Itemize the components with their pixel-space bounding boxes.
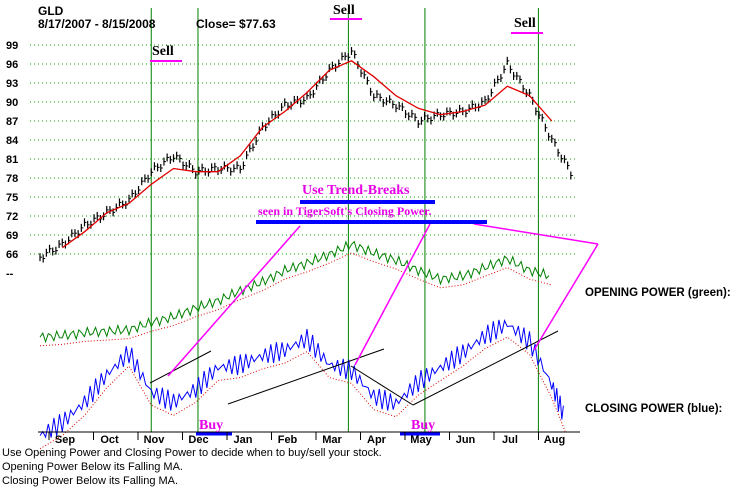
x-tick-label: Jan	[234, 434, 253, 446]
annotation-pointer-line	[533, 243, 599, 351]
y-tick-label: 81	[6, 154, 18, 166]
trend-note-line2: seen in TigerSoft's Closing Power.	[258, 204, 432, 218]
x-tick-label: Jun	[456, 434, 476, 446]
x-tick-label: Apr	[367, 434, 387, 446]
x-tick-label: Oct	[100, 434, 119, 446]
y-tick-label: 93	[6, 78, 18, 90]
y-tick-label: 84	[6, 135, 19, 147]
date-range-label: 8/17/2007 - 8/15/2008	[38, 17, 156, 31]
ticker-label: GLD	[38, 4, 64, 18]
buy-signal-dec: Buy	[199, 418, 224, 433]
sell-signal-nov: Sell	[152, 44, 174, 59]
closing-power-label: CLOSING POWER (blue):	[585, 403, 723, 415]
closing-power-area	[39, 319, 566, 450]
caption-line-3: Closing Power Below its Falling MA.	[2, 475, 179, 487]
caption-line-1: Use Opening Power and Closing Power to d…	[2, 447, 382, 459]
sell-signal-mar: Sell	[333, 3, 355, 18]
trend-note-line1: Use Trend-Breaks	[302, 183, 410, 198]
opening-power-area	[39, 240, 552, 347]
y-tick-label: 96	[6, 59, 18, 71]
y-tick-label: 78	[6, 173, 18, 185]
buy-signal-may: Buy	[411, 418, 436, 433]
caption-line-2: Opening Power Below its Falling MA.	[2, 461, 183, 473]
closing-power-line	[39, 319, 564, 439]
cp-trend-line	[149, 350, 212, 384]
y-tick-label: 99	[6, 40, 18, 52]
x-tick-label: Sep	[55, 434, 75, 446]
annotation-pointer-line	[167, 225, 301, 377]
opening-power-ma	[39, 252, 552, 347]
y-axis-ticks: 99 96 93 90 87 84 81 78 75 72 69 66 --	[6, 40, 19, 280]
close-price-label: Close= $77.63	[196, 17, 276, 31]
x-tick-label: Nov	[144, 434, 166, 446]
trend-lines	[149, 330, 559, 406]
annotation-pointer-line	[354, 223, 431, 366]
cp-trend-line	[350, 365, 414, 406]
sell-signal-jul: Sell	[514, 16, 536, 31]
opening-power-label: OPENING POWER (green):	[585, 287, 731, 299]
y-tick-label: 90	[6, 97, 18, 109]
moving-average-line	[61, 60, 553, 249]
x-tick-label: Dec	[188, 434, 208, 446]
y-tick-label: 75	[6, 192, 18, 204]
x-tick-label: Jul	[502, 434, 518, 446]
annotation-lines	[150, 18, 599, 436]
price-gridlines	[30, 44, 578, 255]
price-area	[39, 47, 573, 263]
opening-power-line	[39, 240, 550, 344]
y-tick-label: --	[6, 268, 14, 280]
annotation-pointer-line	[473, 223, 599, 245]
x-tick-label: Aug	[544, 434, 565, 446]
y-tick-label: 69	[6, 230, 18, 242]
closing-power-ma	[39, 336, 566, 450]
y-tick-label: 66	[6, 249, 18, 261]
y-tick-label: 72	[6, 211, 18, 223]
month-axis: Sep Oct Nov Dec Jan Feb Mar Apr May Jun Jul Aug	[38, 431, 580, 446]
cp-trend-line	[412, 330, 559, 406]
x-tick-label: May	[410, 434, 432, 446]
x-tick-label: Mar	[322, 434, 342, 446]
y-tick-label: 87	[6, 116, 18, 128]
x-tick-label: Feb	[278, 434, 298, 446]
